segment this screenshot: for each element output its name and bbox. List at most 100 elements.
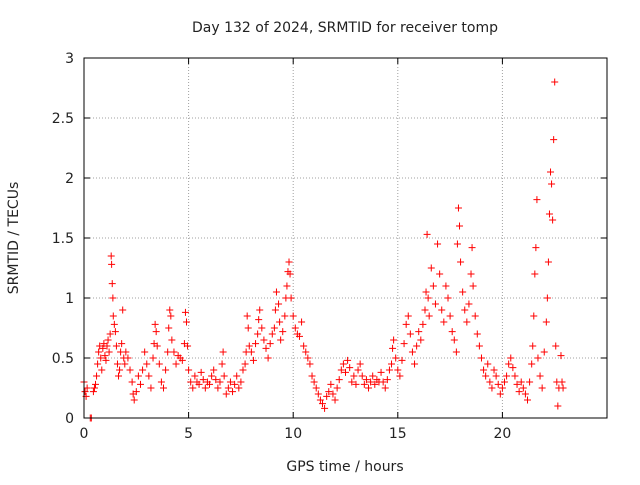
data-point — [480, 366, 488, 374]
data-point — [189, 384, 197, 392]
data-point — [279, 328, 287, 336]
data-point — [503, 372, 511, 380]
data-point — [302, 348, 310, 356]
data-point — [550, 136, 558, 144]
data-point — [398, 356, 406, 364]
data-point — [394, 366, 402, 374]
data-point — [444, 294, 452, 302]
data-point — [348, 378, 356, 386]
data-point — [136, 380, 144, 388]
data-point — [496, 390, 504, 398]
x-axis-label: GPS time / hours — [286, 459, 403, 475]
data-point — [524, 396, 532, 404]
data-point — [191, 372, 199, 380]
data-point — [461, 306, 469, 314]
data-point — [255, 316, 263, 324]
data-point — [477, 354, 485, 362]
data-point — [557, 352, 565, 360]
data-point — [411, 360, 419, 368]
data-point — [547, 168, 555, 176]
data-point — [164, 348, 172, 356]
data-point — [93, 372, 101, 380]
data-point — [271, 306, 279, 314]
data-point — [110, 320, 118, 328]
data-point — [486, 378, 494, 386]
data-point — [425, 312, 433, 320]
data-point — [346, 364, 354, 372]
data-point — [423, 230, 431, 238]
data-point — [229, 388, 237, 396]
data-point — [365, 384, 373, 392]
data-point — [275, 300, 283, 308]
data-point — [331, 396, 339, 404]
data-point — [145, 372, 153, 380]
data-point — [256, 306, 264, 314]
data-point — [90, 384, 98, 392]
data-point — [197, 368, 205, 376]
data-point — [494, 380, 502, 388]
data-point — [400, 340, 408, 348]
chart-title: Day 132 of 2024, SRMTID for receiver tom… — [192, 20, 498, 36]
data-point — [285, 258, 293, 266]
data-point — [534, 354, 542, 362]
data-point — [306, 360, 314, 368]
data-point — [289, 312, 297, 320]
data-point — [513, 380, 521, 388]
data-point — [377, 368, 385, 376]
data-point — [404, 312, 412, 320]
data-point — [421, 306, 429, 314]
data-point — [124, 354, 132, 362]
x-tick-label: 0 — [80, 426, 89, 442]
data-point — [517, 378, 525, 386]
y-tick-label: 2.5 — [52, 111, 74, 127]
data-point — [237, 378, 245, 386]
grid — [84, 58, 607, 418]
data-point — [559, 384, 567, 392]
data-point — [505, 360, 513, 368]
data-point — [385, 366, 393, 374]
data-point — [390, 336, 398, 344]
data-point — [264, 354, 272, 362]
data-point — [98, 366, 106, 374]
data-point — [258, 324, 266, 332]
data-point — [104, 336, 112, 344]
data-point — [490, 366, 498, 374]
data-point — [367, 378, 375, 386]
data-point — [119, 306, 127, 314]
data-point — [95, 348, 103, 356]
data-point — [314, 390, 322, 398]
data-point — [122, 348, 130, 356]
data-point — [109, 312, 117, 320]
data-point — [342, 368, 349, 376]
data-point — [155, 360, 163, 368]
data-point — [252, 340, 260, 348]
data-point — [235, 384, 243, 392]
data-point — [81, 388, 89, 396]
data-point — [168, 336, 176, 344]
data-point — [218, 360, 226, 368]
data-point — [219, 348, 227, 356]
data-point — [402, 320, 410, 328]
data-point — [166, 306, 174, 314]
data-point — [118, 340, 126, 348]
data-point — [498, 384, 506, 392]
data-point — [262, 344, 270, 352]
data-point — [415, 328, 423, 336]
data-point — [352, 380, 360, 388]
data-point — [181, 308, 189, 316]
data-point — [222, 390, 230, 398]
data-point — [417, 336, 425, 344]
ticks: 0 0.5 1 1.5 2 2.5 3 0 5 10 15 20 — [52, 51, 607, 442]
data-point — [216, 378, 224, 386]
y-tick-label: 3 — [65, 51, 74, 67]
data-point — [442, 282, 450, 290]
data-point — [463, 318, 471, 326]
data-point — [540, 348, 548, 356]
data-point — [111, 328, 119, 336]
data-point — [141, 348, 149, 356]
data-point — [260, 336, 268, 344]
data-point — [272, 288, 280, 296]
data-point — [548, 180, 556, 188]
data-point — [152, 328, 160, 336]
data-point — [471, 312, 479, 320]
